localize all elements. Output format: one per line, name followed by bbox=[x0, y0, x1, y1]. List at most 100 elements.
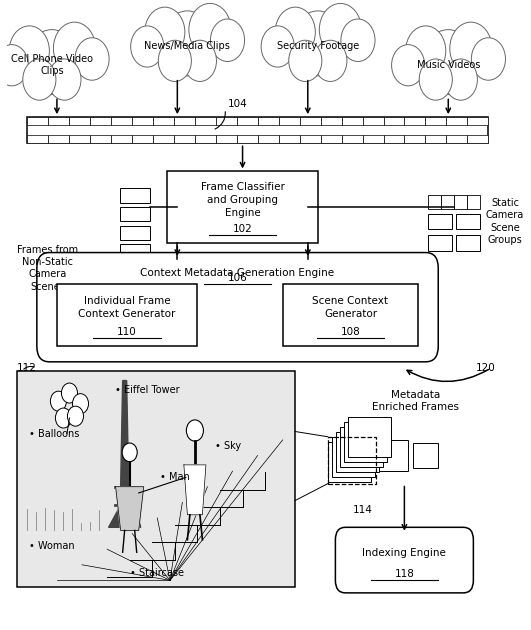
Bar bbox=[467, 135, 489, 143]
Polygon shape bbox=[121, 381, 129, 487]
Circle shape bbox=[122, 443, 137, 462]
Text: • Balloons: • Balloons bbox=[29, 429, 80, 438]
Bar bbox=[348, 417, 391, 457]
Text: 118: 118 bbox=[395, 568, 414, 578]
Bar bbox=[167, 171, 318, 243]
Text: Static
Camera
Scene
Groups: Static Camera Scene Groups bbox=[486, 198, 524, 245]
Bar bbox=[363, 117, 383, 125]
Bar bbox=[428, 235, 452, 251]
Text: News/Media Clips: News/Media Clips bbox=[144, 42, 230, 52]
Bar bbox=[383, 135, 405, 143]
Bar bbox=[425, 117, 447, 125]
Bar bbox=[132, 135, 153, 143]
Bar bbox=[17, 371, 295, 587]
Bar bbox=[378, 440, 408, 471]
Bar bbox=[321, 135, 341, 143]
Circle shape bbox=[50, 391, 66, 411]
Bar bbox=[132, 117, 153, 125]
Text: 102: 102 bbox=[233, 224, 252, 234]
Bar bbox=[299, 117, 321, 125]
Bar bbox=[48, 117, 69, 125]
Bar bbox=[428, 214, 452, 229]
Bar bbox=[216, 135, 237, 143]
Bar bbox=[455, 195, 467, 209]
Text: Metadata
Enriched Frames: Metadata Enriched Frames bbox=[372, 390, 459, 412]
Bar bbox=[69, 135, 90, 143]
Text: 104: 104 bbox=[227, 99, 247, 109]
Text: 110: 110 bbox=[117, 327, 137, 337]
Bar bbox=[27, 117, 48, 125]
Bar bbox=[195, 117, 216, 125]
FancyBboxPatch shape bbox=[336, 527, 473, 593]
Bar bbox=[447, 117, 467, 125]
Bar bbox=[383, 117, 405, 125]
Text: 108: 108 bbox=[340, 327, 361, 337]
Bar bbox=[237, 117, 258, 125]
Bar bbox=[119, 188, 150, 203]
Polygon shape bbox=[116, 487, 144, 530]
Text: Individual Frame
Context Generator: Individual Frame Context Generator bbox=[79, 296, 176, 319]
Text: Cell Phone Video
Clips: Cell Phone Video Clips bbox=[11, 54, 93, 76]
Bar bbox=[174, 117, 195, 125]
Bar bbox=[258, 135, 279, 143]
Text: 112: 112 bbox=[17, 363, 37, 373]
Bar bbox=[111, 135, 132, 143]
Bar bbox=[111, 117, 132, 125]
Circle shape bbox=[55, 408, 72, 428]
Bar bbox=[69, 117, 90, 125]
Text: • Sky: • Sky bbox=[215, 441, 241, 451]
Bar bbox=[27, 135, 48, 143]
Bar bbox=[174, 135, 195, 143]
Bar bbox=[299, 135, 321, 143]
Text: Context Metadata Generation Engine: Context Metadata Generation Engine bbox=[141, 268, 335, 278]
Bar bbox=[340, 427, 382, 467]
Circle shape bbox=[72, 394, 89, 414]
Text: 106: 106 bbox=[228, 273, 247, 282]
Polygon shape bbox=[109, 487, 141, 527]
Text: Indexing Engine: Indexing Engine bbox=[363, 547, 447, 558]
Bar bbox=[153, 117, 174, 125]
Bar bbox=[90, 135, 111, 143]
FancyBboxPatch shape bbox=[37, 253, 438, 362]
Bar bbox=[428, 195, 441, 209]
Bar bbox=[405, 117, 425, 125]
Bar bbox=[413, 443, 438, 468]
Polygon shape bbox=[184, 465, 206, 515]
Text: 114: 114 bbox=[353, 505, 373, 515]
Bar bbox=[405, 135, 425, 143]
Text: • Staircase: • Staircase bbox=[130, 568, 184, 578]
Bar bbox=[237, 135, 258, 143]
Bar bbox=[363, 135, 383, 143]
Bar bbox=[336, 432, 379, 472]
Text: 120: 120 bbox=[476, 363, 496, 373]
Circle shape bbox=[186, 420, 203, 441]
Bar bbox=[153, 135, 174, 143]
Bar bbox=[341, 135, 363, 143]
Text: • Eiffel Tower: • Eiffel Tower bbox=[115, 385, 179, 395]
Bar bbox=[456, 235, 480, 251]
Bar bbox=[48, 135, 69, 143]
Bar bbox=[195, 135, 216, 143]
Text: • Woman: • Woman bbox=[29, 541, 75, 551]
Bar bbox=[57, 284, 198, 346]
Bar bbox=[441, 195, 455, 209]
Text: Frame Classifier
and Grouping
Engine: Frame Classifier and Grouping Engine bbox=[201, 181, 285, 218]
Bar bbox=[467, 195, 481, 209]
Bar bbox=[119, 207, 150, 221]
Text: • Man: • Man bbox=[160, 472, 190, 483]
Bar bbox=[321, 117, 341, 125]
Bar bbox=[328, 442, 371, 483]
Bar bbox=[456, 214, 480, 229]
Bar bbox=[279, 135, 299, 143]
Bar bbox=[341, 117, 363, 125]
Bar bbox=[447, 135, 467, 143]
Text: Scene Context
Generator: Scene Context Generator bbox=[312, 296, 389, 319]
Circle shape bbox=[67, 406, 83, 426]
Bar bbox=[279, 117, 299, 125]
Text: Security Footage: Security Footage bbox=[277, 42, 359, 52]
Bar bbox=[425, 135, 447, 143]
Circle shape bbox=[62, 383, 78, 403]
Text: Music Videos: Music Videos bbox=[417, 60, 480, 70]
Bar bbox=[27, 117, 489, 143]
Bar bbox=[282, 284, 418, 346]
